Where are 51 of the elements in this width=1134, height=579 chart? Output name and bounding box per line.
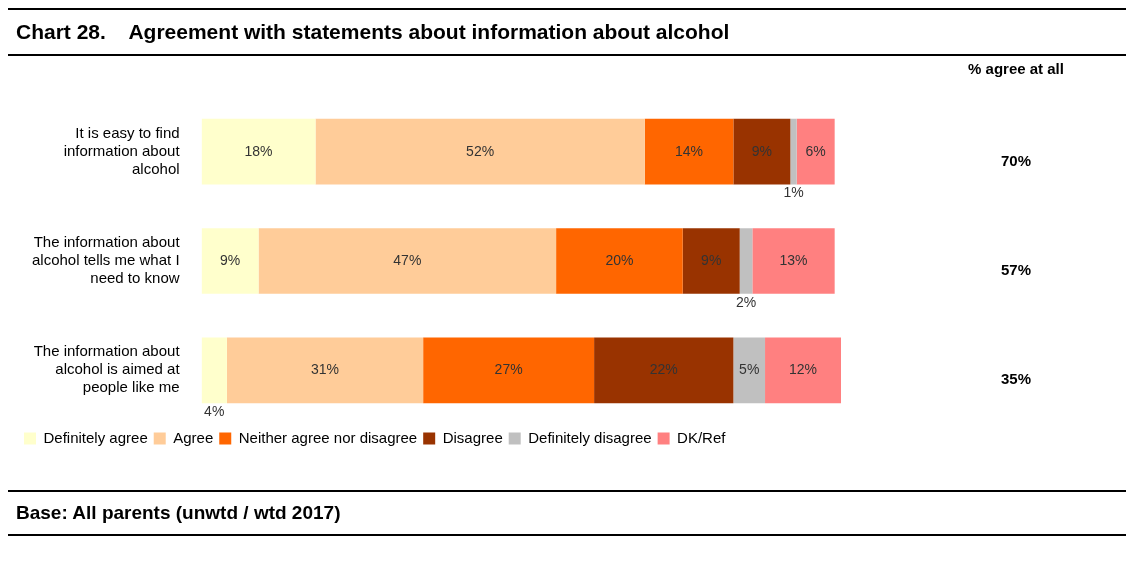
y-tick-label: It is easy to find information about alcohol (63, 123, 181, 177)
bar (739, 228, 753, 294)
bar (765, 337, 841, 404)
text: Base: All parents (unwtd / wtd 2017) (8, 490, 1126, 536)
data-label: 1% (783, 184, 804, 201)
data-label: 2% (735, 293, 757, 310)
bar (594, 337, 734, 404)
legend-label: Neither agree nor disagree (238, 428, 418, 446)
bar (790, 118, 797, 185)
bar (315, 118, 645, 185)
data-label: 9% (219, 251, 241, 268)
data-label: 13% (779, 251, 808, 268)
text: 70% (1000, 151, 1032, 169)
bar (201, 118, 316, 185)
data-label: 47% (393, 251, 422, 268)
bar (258, 228, 557, 294)
data-label: 52% (466, 142, 495, 159)
bar (201, 337, 227, 404)
data-label: 6% (805, 142, 826, 159)
legend-label: Disagree (442, 428, 503, 446)
bar (733, 337, 766, 404)
bar (226, 337, 424, 404)
data-label: 22% (649, 361, 678, 378)
data-label: 20% (605, 251, 634, 268)
data-label: 12% (789, 361, 818, 378)
bar (796, 118, 835, 185)
data-label: 27% (494, 361, 523, 378)
legend-label: Agree (173, 428, 214, 446)
text: 57% (1000, 261, 1032, 279)
bar (752, 228, 835, 294)
y-tick-label: The information about alcohol tells me what I need to know (31, 233, 181, 287)
chart-title: Chart 28. Agreement with statements about information about alcohol (8, 8, 1126, 56)
data-label: 5% (739, 361, 760, 378)
text: 35% (1000, 370, 1032, 388)
bar (201, 228, 259, 294)
data-label: 14% (675, 142, 704, 159)
bar (733, 118, 791, 185)
legend-label: Definitely disagree (528, 428, 652, 446)
y-tick-label: The information about alcohol is aimed at people like me (33, 342, 181, 396)
data-label: 18% (244, 142, 273, 159)
bar (682, 228, 740, 294)
data-label: 9% (751, 142, 772, 159)
data-label: 4% (204, 402, 225, 419)
data-label: 31% (311, 361, 340, 378)
bar (556, 228, 683, 294)
text: % agree at all (968, 60, 1064, 78)
bar (423, 337, 595, 404)
legend-label: DK/Ref (677, 428, 727, 446)
data-label: 9% (701, 251, 722, 268)
bar (644, 118, 734, 185)
legend-label: Definitely agree (43, 428, 148, 446)
